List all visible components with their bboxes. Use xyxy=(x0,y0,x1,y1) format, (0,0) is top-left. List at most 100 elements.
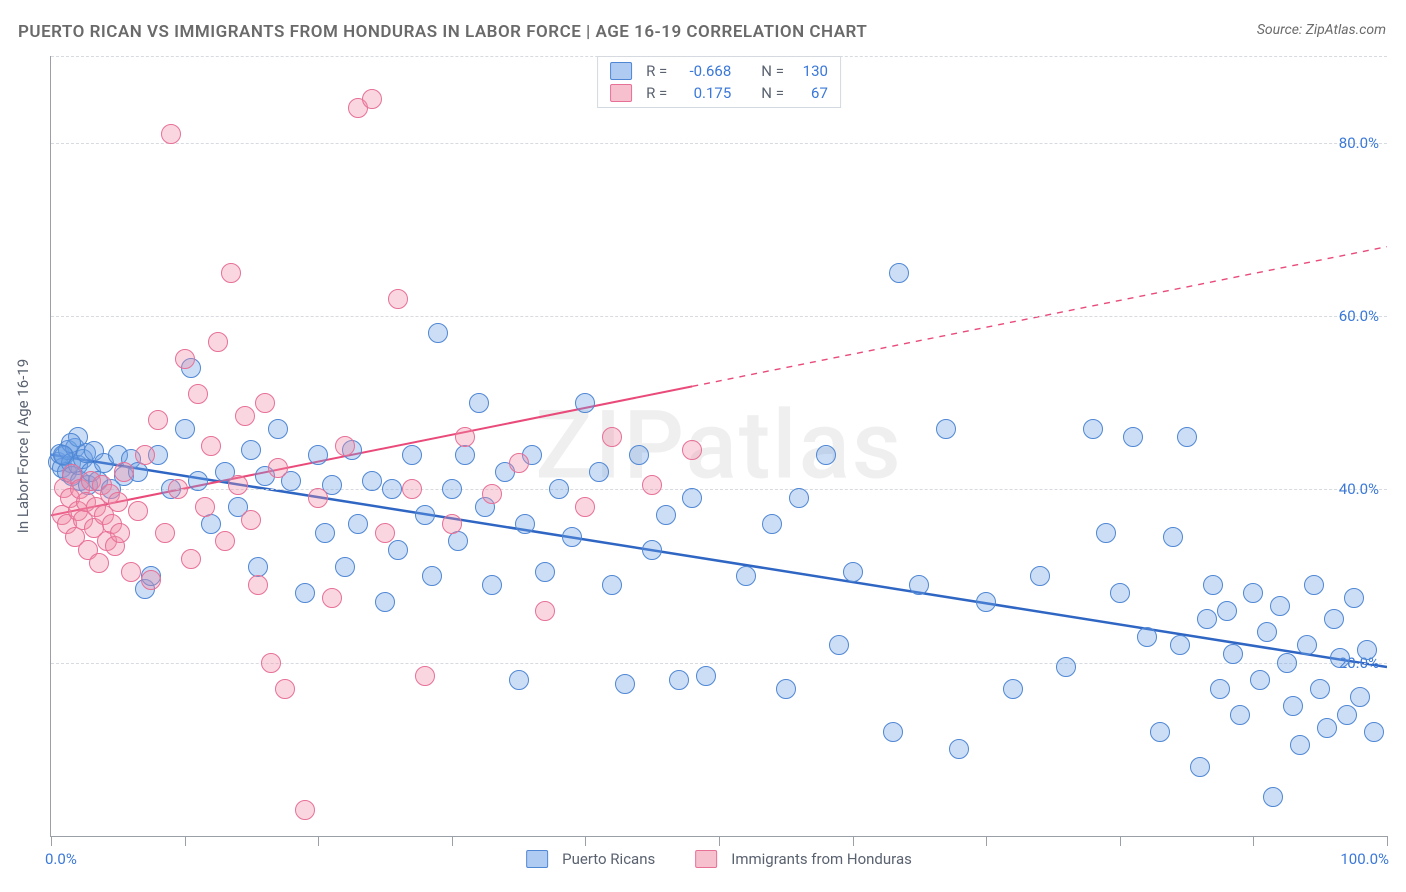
legend-swatch-puerto-ricans xyxy=(610,62,632,80)
data-point xyxy=(442,479,462,499)
legend-row-puerto-ricans: R = -0.668 N = 130 xyxy=(610,60,828,82)
data-point xyxy=(642,475,662,495)
data-point xyxy=(322,588,342,608)
data-point xyxy=(1270,596,1290,616)
data-point xyxy=(315,523,335,543)
data-point xyxy=(682,488,702,508)
data-point xyxy=(428,323,448,343)
data-point xyxy=(89,553,109,573)
data-point xyxy=(295,800,315,820)
gridline-h xyxy=(51,663,1387,664)
data-point xyxy=(308,445,328,465)
data-point xyxy=(789,488,809,508)
data-point xyxy=(1210,679,1230,699)
data-point xyxy=(1137,627,1157,647)
data-point xyxy=(1223,644,1243,664)
data-point xyxy=(114,462,134,482)
series-legend: Puerto Ricans Immigrants from Honduras xyxy=(526,850,912,868)
legend-swatch-honduras xyxy=(610,84,632,102)
data-point xyxy=(110,523,130,543)
data-point xyxy=(1163,527,1183,547)
r-value-puerto-ricans: -0.668 xyxy=(675,60,731,82)
data-point xyxy=(602,427,622,447)
data-point xyxy=(535,562,555,582)
data-point xyxy=(455,427,475,447)
data-point xyxy=(388,289,408,309)
data-point xyxy=(602,575,622,595)
data-point xyxy=(1096,523,1116,543)
y-axis-label: 40.0% xyxy=(1339,480,1379,498)
data-point xyxy=(388,540,408,560)
data-point xyxy=(295,583,315,603)
data-point xyxy=(889,263,909,283)
data-point xyxy=(843,562,863,582)
data-point xyxy=(235,406,255,426)
data-point xyxy=(455,445,475,465)
data-point xyxy=(1364,722,1384,742)
data-point xyxy=(1190,757,1210,777)
data-point xyxy=(762,514,782,534)
r-label: R = xyxy=(646,60,667,82)
correlation-legend: R = -0.668 N = 130 R = 0.175 N = 67 xyxy=(597,56,841,108)
legend-item-puerto-ricans: Puerto Ricans xyxy=(526,850,655,868)
data-point xyxy=(1317,718,1337,738)
data-point xyxy=(1304,575,1324,595)
x-tick xyxy=(185,836,186,846)
data-point xyxy=(215,531,235,551)
x-tick xyxy=(853,836,854,846)
data-point xyxy=(1217,601,1237,621)
x-tick xyxy=(986,836,987,846)
data-point xyxy=(1350,687,1370,707)
data-point xyxy=(509,453,529,473)
data-point xyxy=(883,722,903,742)
data-point xyxy=(1243,583,1263,603)
x-tick xyxy=(452,836,453,846)
legend-label: Immigrants from Honduras xyxy=(731,850,912,868)
data-point xyxy=(261,653,281,673)
data-point xyxy=(208,332,228,352)
x-tick xyxy=(1120,836,1121,846)
data-point xyxy=(549,479,569,499)
data-point xyxy=(976,592,996,612)
data-point xyxy=(1056,657,1076,677)
data-point xyxy=(375,523,395,543)
data-point xyxy=(589,462,609,482)
data-point xyxy=(482,484,502,504)
data-point xyxy=(362,471,382,491)
data-point xyxy=(1330,648,1350,668)
data-point xyxy=(141,570,161,590)
data-point xyxy=(1263,787,1283,807)
x-tick xyxy=(318,836,319,846)
data-point xyxy=(188,384,208,404)
legend-row-honduras: R = 0.175 N = 67 xyxy=(610,82,828,104)
x-tick xyxy=(585,836,586,846)
data-point xyxy=(148,410,168,430)
data-point xyxy=(509,670,529,690)
legend-swatch-honduras xyxy=(695,850,717,868)
r-value-honduras: 0.175 xyxy=(675,82,731,104)
data-point xyxy=(268,419,288,439)
data-point xyxy=(1083,419,1103,439)
data-point xyxy=(1277,653,1297,673)
gridline-h xyxy=(51,316,1387,317)
x-tick xyxy=(1387,836,1388,846)
data-point xyxy=(1170,635,1190,655)
data-point xyxy=(228,475,248,495)
data-point xyxy=(175,349,195,369)
data-point xyxy=(1357,640,1377,660)
data-point xyxy=(128,501,148,521)
data-point xyxy=(1257,622,1277,642)
n-value-honduras: 67 xyxy=(792,82,828,104)
data-point xyxy=(402,479,422,499)
data-point xyxy=(362,89,382,109)
data-point xyxy=(155,523,175,543)
data-point xyxy=(1123,427,1143,447)
data-point xyxy=(1283,696,1303,716)
n-label: N = xyxy=(761,60,784,82)
data-point xyxy=(415,666,435,686)
gridline-h xyxy=(51,56,1387,57)
data-point xyxy=(1344,588,1364,608)
data-point xyxy=(469,393,489,413)
data-point xyxy=(1310,679,1330,699)
data-point xyxy=(642,540,662,560)
